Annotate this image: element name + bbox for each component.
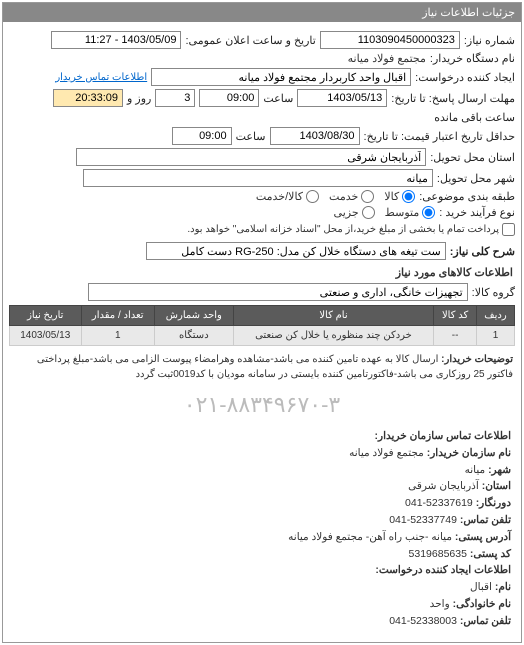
col-name: نام کالا — [233, 306, 434, 326]
post-label: کد پستی: — [470, 548, 511, 560]
col-row: ردیف — [476, 306, 514, 326]
radio-kala[interactable] — [402, 190, 415, 203]
col-code: کد کالا — [434, 306, 477, 326]
goods-title: اطلاعات کالاهای مورد نیاز — [11, 266, 513, 279]
validity-date-input[interactable] — [270, 127, 360, 145]
radio-khedmat[interactable] — [361, 190, 374, 203]
city-input[interactable] — [83, 169, 433, 187]
panel-title: جزئیات اطلاعات نیاز — [3, 3, 521, 22]
group-type-label: طبقه بندی موضوعی: — [419, 190, 515, 203]
remain-time-label: ساعت باقی مانده — [434, 111, 515, 124]
cell-date: 1403/05/13 — [10, 326, 82, 346]
buyer-note-block: توضیحات خریدار: ارسال کالا به عهده تامین… — [11, 352, 513, 382]
cell-unit: دستگاه — [154, 326, 233, 346]
deadline-label: مهلت ارسال پاسخ: تا تاریخ: — [391, 92, 515, 105]
time-label-1: ساعت — [263, 92, 293, 105]
cell-name: خردکن چند منظوره یا خلال کن صنعتی — [233, 326, 434, 346]
radio-small-label: جزیی — [334, 206, 359, 219]
col-date: تاریخ نیاز — [10, 306, 82, 326]
cprov-val: آذربایجان شرقی — [408, 480, 479, 492]
note-label: توضیحات خریدار: — [441, 354, 513, 365]
req-number-input[interactable] — [320, 31, 460, 49]
treasury-checkbox[interactable] — [502, 223, 515, 236]
fname-label: نام: — [495, 581, 511, 593]
province-label: استان محل تحویل: — [430, 151, 515, 164]
deadline-date-input[interactable] — [297, 89, 387, 107]
fname-val: اقبال — [470, 581, 492, 593]
post-val: 5319685635 — [409, 548, 467, 560]
table-header-row: ردیف کد کالا نام کالا واحد شمارش تعداد /… — [10, 306, 515, 326]
desc-input[interactable] — [146, 242, 446, 260]
ctel-label: تلفن تماس: — [460, 615, 511, 627]
radio-avg-label: متوسط — [385, 206, 420, 219]
radio-kk-label: کالا/خدمت — [256, 190, 303, 203]
table-row: 1 -- خردکن چند منظوره یا خلال کن صنعتی د… — [10, 326, 515, 346]
details-panel: جزئیات اطلاعات نیاز شماره نیاز: تاریخ و … — [2, 2, 522, 643]
ccity-label: شهر: — [488, 464, 511, 476]
buyer-label: نام دستگاه خریدار: — [430, 52, 515, 65]
cell-row: 1 — [476, 326, 514, 346]
desc-label: شرح کلی نیاز: — [450, 245, 515, 258]
org-val: مجتمع فولاد میانه — [349, 447, 424, 459]
radio-khedmat-label: خدمت — [329, 190, 358, 203]
contacts-title: اطلاعات تماس سازمان خریدار: — [13, 428, 511, 445]
req-number-label: شماره نیاز: — [464, 34, 515, 47]
goods-group-label: گروه کالا: — [472, 286, 515, 299]
addr-val: میانه -جنب راه آهن- مجتمع فولاد میانه — [288, 531, 452, 543]
contacts-block: اطلاعات تماس سازمان خریدار: نام سازمان خ… — [13, 428, 511, 630]
goods-group-input[interactable] — [88, 283, 468, 301]
cell-qty: 1 — [81, 326, 154, 346]
col-unit: واحد شمارش — [154, 306, 233, 326]
group-type-radios: کالا خدمت کالا/خدمت — [256, 190, 415, 203]
deadline-time-input[interactable] — [199, 89, 259, 107]
watermark-phone: ۰۲۱-۸۸۳۴۹۶۷۰-۳ — [9, 392, 515, 418]
fax-val: 52337619-041 — [405, 497, 473, 509]
fax-label: دورنگار: — [476, 497, 511, 509]
lname-label: نام خانوادگی: — [453, 598, 511, 610]
buyer-value: مجتمع فولاد میانه — [348, 52, 426, 65]
col-qty: تعداد / مقدار — [81, 306, 154, 326]
lname-val: واحد — [430, 598, 450, 610]
radio-avg[interactable] — [422, 206, 435, 219]
contact-link[interactable]: اطلاعات تماس خریدار — [55, 72, 147, 83]
goods-table: ردیف کد کالا نام کالا واحد شمارش تعداد /… — [9, 305, 515, 346]
time-label-2: ساعت — [236, 130, 266, 143]
buy-type-label: نوع فرآیند خرید : — [439, 206, 515, 219]
announce-input[interactable] — [51, 31, 181, 49]
province-input[interactable] — [76, 148, 426, 166]
ccity-val: میانه — [465, 464, 486, 476]
tel-label: تلفن تماس: — [460, 514, 511, 526]
remain-time-input[interactable] — [53, 89, 123, 107]
buy-note: پرداخت تمام یا بخشی از مبلغ خرید،از محل … — [187, 224, 499, 235]
radio-kala-label: کالا — [384, 190, 399, 203]
validity-time-input[interactable] — [172, 127, 232, 145]
radio-small[interactable] — [362, 206, 375, 219]
validity-label: حداقل تاریخ اعتبار قیمت: تا تاریخ: — [364, 130, 515, 143]
creator-label: ایجاد کننده درخواست: — [415, 71, 515, 84]
addr-label: آدرس پستی: — [455, 531, 511, 543]
creator-input[interactable] — [151, 68, 411, 86]
radio-kk[interactable] — [306, 190, 319, 203]
org-label: نام سازمان خریدار: — [427, 447, 511, 459]
ctel-val: 52338003-041 — [389, 615, 457, 627]
buy-type-radios: متوسط جزیی — [334, 206, 436, 219]
announce-label: تاریخ و ساعت اعلان عمومی: — [185, 34, 315, 47]
panel-body: شماره نیاز: تاریخ و ساعت اعلان عمومی: نا… — [3, 22, 521, 642]
tel-val: 52337749-041 — [389, 514, 457, 526]
creator-title: اطلاعات ایجاد کننده درخواست: — [13, 562, 511, 579]
cprov-label: استان: — [482, 480, 511, 492]
remain-days-label: روز و — [127, 92, 151, 105]
city-label: شهر محل تحویل: — [437, 172, 515, 185]
remain-days-input[interactable] — [155, 89, 195, 107]
cell-code: -- — [434, 326, 477, 346]
